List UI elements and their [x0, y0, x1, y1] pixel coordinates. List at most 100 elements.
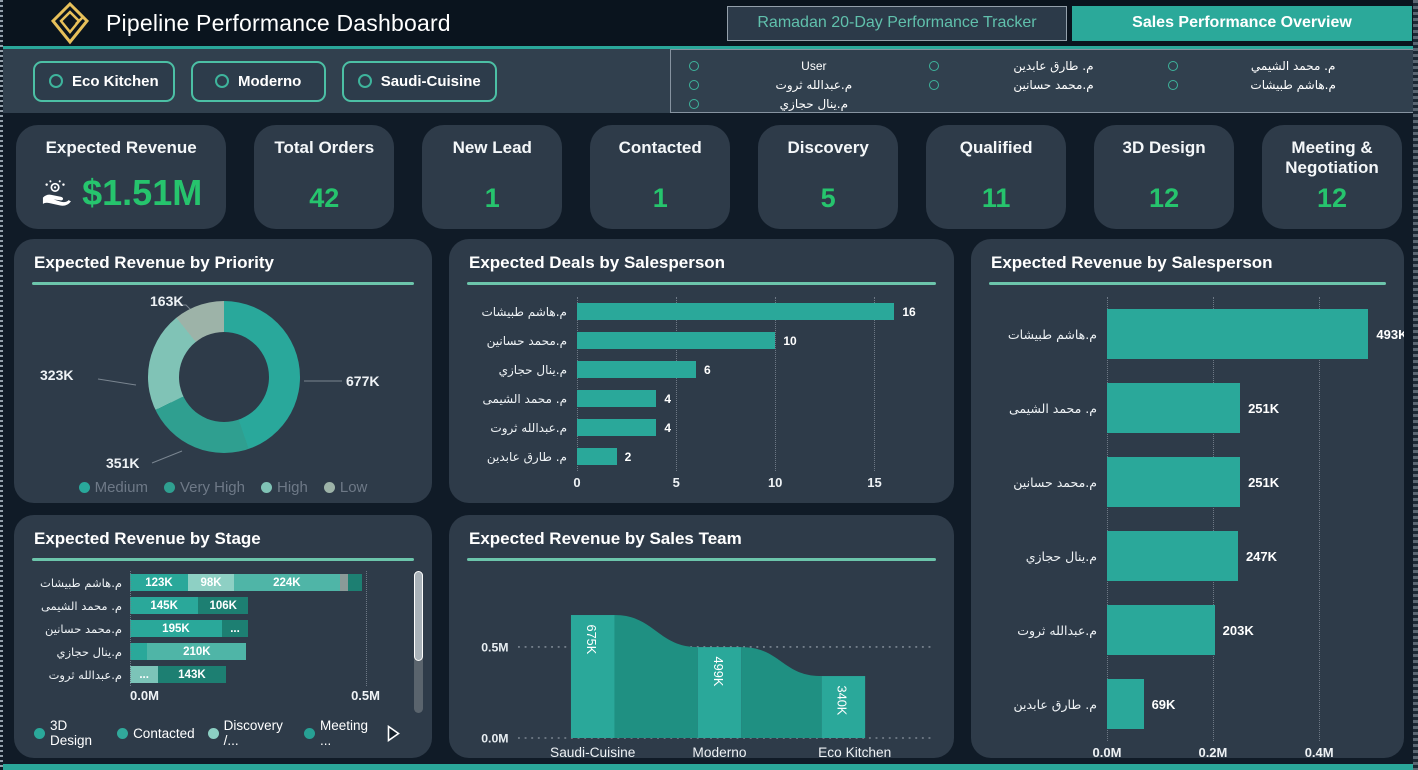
- bar-row: 16: [577, 297, 938, 326]
- category-label: م.محمد حسانين: [486, 333, 567, 348]
- stacked-segment[interactable]: 98K: [187, 574, 235, 591]
- legend-item[interactable]: Discovery /...: [207, 718, 291, 748]
- bar[interactable]: [1107, 457, 1241, 507]
- funnel-bar[interactable]: [570, 615, 615, 738]
- user-slicer-item[interactable]: م.هاشم طبيشات: [1168, 75, 1408, 94]
- bar[interactable]: [1107, 531, 1238, 581]
- kpi-value: 12: [1149, 183, 1180, 213]
- chart-title: Expected Revenue by Stage: [34, 529, 261, 548]
- kpi-value: 1: [484, 183, 500, 213]
- stacked-segment[interactable]: 143K: [158, 666, 226, 683]
- bar[interactable]: [1107, 679, 1144, 729]
- user-slicer-label: م.محمد حسانين: [1013, 77, 1094, 92]
- category-label: م. طارق عابدين: [1013, 696, 1097, 712]
- category-label: م. محمد الشيمى: [1008, 400, 1097, 416]
- kpi-card: New Lead 1: [422, 125, 563, 229]
- legend-item[interactable]: Very High: [163, 479, 245, 496]
- stacked-segment[interactable]: [130, 643, 148, 660]
- stacked-segment[interactable]: 195K: [130, 620, 222, 637]
- plot-area: 493K 251K 251K 247K 203K 69K: [1107, 297, 1404, 741]
- category-label: م.هاشم طبيشات: [40, 575, 122, 590]
- gridline: [365, 571, 367, 686]
- stacked-segment[interactable]: 210K: [147, 643, 247, 660]
- user-slicer-item[interactable]: م.ينال حجازي: [689, 94, 929, 113]
- stacked-segment[interactable]: ...: [221, 620, 249, 637]
- legend-item[interactable]: 3D Design: [34, 718, 104, 748]
- radio-ring-icon: [928, 60, 939, 71]
- axis-tick-label: 0: [573, 475, 581, 490]
- legend-item[interactable]: Meeting ...: [303, 718, 374, 748]
- stacked-segment[interactable]: 106K: [198, 597, 249, 614]
- legend-item[interactable]: Contacted: [117, 726, 195, 741]
- bar[interactable]: [577, 448, 617, 465]
- bar[interactable]: [577, 390, 657, 407]
- kpi-label: 3D Design: [1122, 138, 1206, 157]
- title-underline: [32, 282, 414, 285]
- legend-label: Contacted: [133, 725, 195, 741]
- user-slicer-item[interactable]: م.محمد حسانين: [928, 75, 1169, 94]
- bar[interactable]: [577, 361, 696, 378]
- team-filter-button[interactable]: Moderno: [190, 60, 326, 102]
- bar-value-label: 2: [624, 449, 632, 464]
- tab-sales-overview[interactable]: Sales Performance Overview: [1072, 5, 1412, 41]
- axis-tick-label: 0.4M: [1304, 745, 1334, 758]
- stacked-segment[interactable]: 224K: [234, 574, 340, 591]
- legend-dot-icon: [163, 482, 175, 493]
- bar-value-label: 69K: [1151, 696, 1176, 712]
- user-slicer: User م.عبدالله ثروت م.ينال حجازي م. طارق عا…: [670, 49, 1418, 113]
- kpi-card: Contacted 1: [590, 125, 731, 229]
- bar[interactable]: [1107, 605, 1215, 655]
- header-accent-line: [0, 46, 1418, 49]
- legend-item[interactable]: Low: [323, 479, 367, 496]
- user-slicer-column: User م.عبدالله ثروت م.ينال حجازي: [689, 54, 929, 113]
- team-filter-button[interactable]: Eco Kitchen: [33, 60, 175, 102]
- tab-ramadan-tracker[interactable]: Ramadan 20-Day Performance Tracker: [727, 5, 1067, 41]
- kpi-value-row: 12: [1317, 183, 1347, 214]
- stage-stacked-chart: م.هاشم طبيشات م. محمد الشيمى م.محمد حسانين…: [30, 571, 416, 706]
- donut-slice-value-label: 677K: [346, 373, 380, 389]
- radio-ring-icon: [689, 60, 699, 71]
- user-slicer-item[interactable]: م. محمد الشيمي: [1168, 56, 1408, 75]
- user-slicer-column: م. محمد الشيمي م.هاشم طبيشات: [1168, 54, 1408, 113]
- donut[interactable]: [148, 301, 300, 453]
- page-right-edge-dots: [1413, 0, 1418, 770]
- kpi-value-row: 12: [1149, 183, 1179, 214]
- legend-label: High: [277, 479, 308, 496]
- radio-ring-icon: [49, 74, 63, 88]
- kpi-value: 5: [820, 183, 836, 213]
- bar[interactable]: [577, 419, 657, 436]
- stage-scrollbar[interactable]: [414, 571, 423, 713]
- stacked-segment[interactable]: [348, 574, 363, 591]
- bar[interactable]: [577, 332, 776, 349]
- kpi-value: $1.51M: [82, 172, 203, 213]
- user-slicer-item[interactable]: User: [689, 56, 929, 75]
- kpi-label: Qualified: [959, 138, 1033, 157]
- team-filter-button[interactable]: Saudi-Cuisine: [341, 60, 497, 102]
- legend-next-arrow-icon[interactable]: [387, 724, 400, 742]
- stacked-segment[interactable]: [339, 574, 349, 591]
- legend-item[interactable]: Medium: [78, 479, 148, 496]
- category-label: Eco Kitchen: [818, 745, 891, 758]
- category-label: م.ينال حجازي: [1025, 548, 1097, 564]
- card-deals-by-salesperson: Expected Deals by Salesperson م.هاشم طبي…: [449, 239, 954, 503]
- stage-scrollbar-thumb[interactable]: [414, 571, 423, 661]
- bar-value-label: 499K: [711, 657, 726, 687]
- category-label: م.عبدالله ثروت: [1017, 622, 1097, 638]
- stacked-segment[interactable]: ...: [130, 666, 159, 683]
- stacked-segment[interactable]: 123K: [130, 574, 188, 591]
- legend-item[interactable]: High: [261, 479, 308, 496]
- user-slicer-item[interactable]: م. طارق عابدين: [928, 56, 1169, 75]
- stacked-segment[interactable]: 145K: [130, 597, 199, 614]
- kpi-value-row: 11: [982, 183, 1011, 214]
- funnel-bar[interactable]: [821, 676, 866, 738]
- legend-dot-icon: [34, 727, 45, 739]
- funnel-bar[interactable]: [697, 647, 742, 738]
- category-labels: م.هاشم طبيشات م.محمد حسانين م.ينال حجازي م.…: [465, 297, 577, 471]
- user-slicer-label: م. طارق عابدين: [1013, 58, 1094, 73]
- chart-title: Expected Revenue by Salesperson: [991, 253, 1273, 272]
- bar[interactable]: [577, 303, 895, 320]
- team-filter-label: Eco Kitchen: [72, 72, 159, 90]
- bar[interactable]: [1107, 309, 1369, 359]
- bar[interactable]: [1107, 383, 1241, 433]
- user-slicer-item[interactable]: م.عبدالله ثروت: [689, 75, 929, 94]
